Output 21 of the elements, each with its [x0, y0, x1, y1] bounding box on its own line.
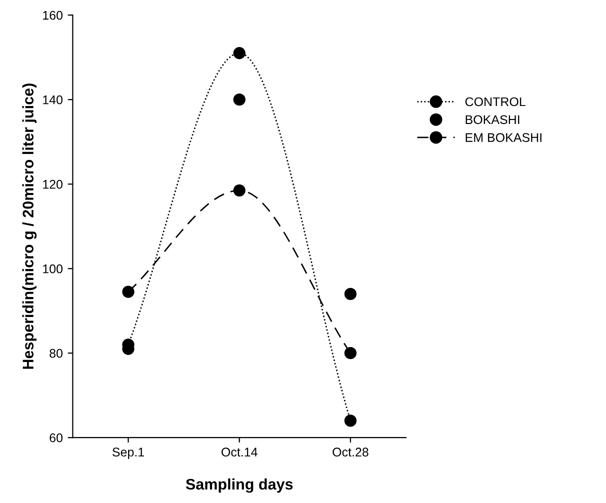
point [233, 94, 246, 106]
point [233, 47, 246, 60]
y-tick-label: 140 [43, 95, 63, 104]
y-tick-label: 100 [43, 264, 63, 274]
x-axis-title: Sampling days [186, 478, 293, 493]
x-tick-label: Oct.28 [332, 448, 368, 457]
y-axis-title: Hesperidin(micro g / 20micro liter juice) [22, 84, 37, 369]
point [344, 288, 357, 300]
y-tick-label: 120 [43, 180, 63, 189]
point [233, 184, 246, 197]
legend-label: CONTROL [465, 97, 526, 106]
y-tick-label: 80 [50, 348, 63, 358]
y-tick-label: 160 [43, 10, 63, 20]
legend-label: EM BOKASHI [466, 133, 542, 142]
point [122, 286, 134, 298]
x-tick-label: Sep.1 [112, 448, 144, 459]
y-tick-label: 60 [50, 433, 63, 442]
legend-label: BOKASHI [466, 115, 520, 124]
x-tick-label: Oct.14 [222, 448, 258, 457]
point [344, 414, 357, 427]
point [344, 347, 357, 360]
